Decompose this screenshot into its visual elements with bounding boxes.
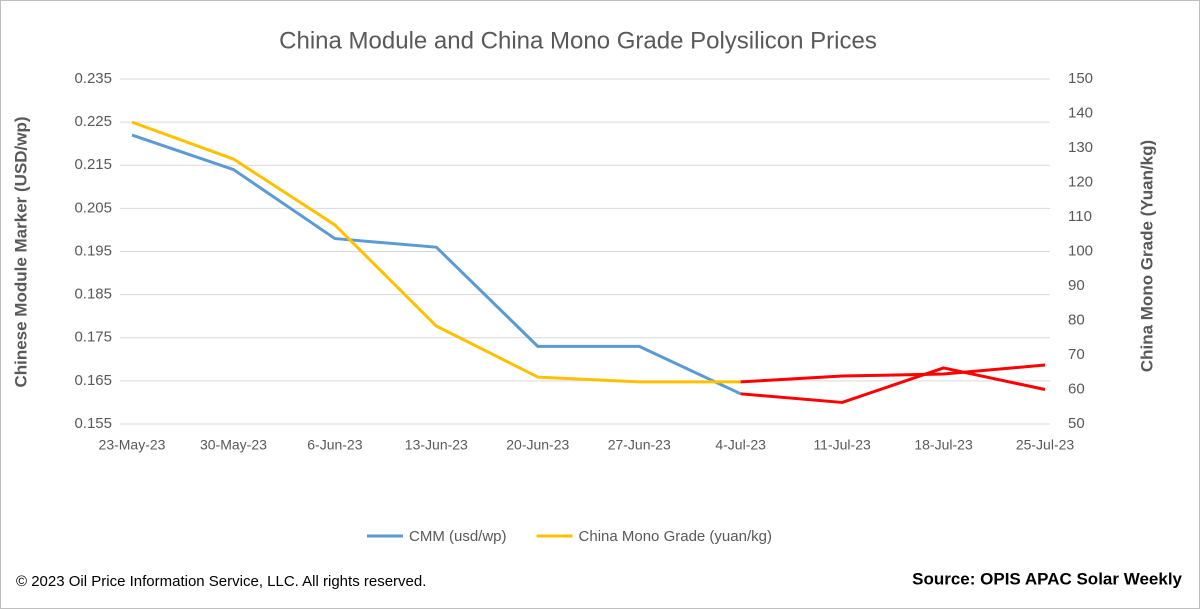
copyright: © 2023 Oil Price Information Service, LL… xyxy=(16,573,426,590)
series-line xyxy=(131,133,742,396)
y2-tick-label: 130 xyxy=(1068,139,1093,156)
x-tick-label: 4-Jul-23 xyxy=(715,437,766,453)
y2-tick-label: 50 xyxy=(1068,415,1085,432)
y2-tick-label: 110 xyxy=(1068,208,1092,225)
y-tick-label: 0.165 xyxy=(74,372,112,389)
y-tick-label: 0.215 xyxy=(74,156,112,173)
y-axis-label: Chinese Module Marker (USD/wp) xyxy=(11,116,30,387)
series-line xyxy=(740,366,1046,404)
y-tick-label: 0.185 xyxy=(74,286,112,303)
y2-tick-label: 90 xyxy=(1068,277,1085,294)
series-line xyxy=(131,120,741,384)
y2-tick-label: 120 xyxy=(1068,173,1093,190)
x-tick-label: 6-Jun-23 xyxy=(307,437,362,453)
legend-label: CMM (usd/wp) xyxy=(409,528,507,545)
y2-tick-label: 60 xyxy=(1068,380,1085,397)
source: Source: OPIS APAC Solar Weekly xyxy=(912,569,1182,588)
y-tick-label: 0.175 xyxy=(74,329,112,346)
y-tick-label: 0.205 xyxy=(74,199,112,216)
legend-label: China Mono Grade (yuan/kg) xyxy=(579,528,772,545)
y2-axis-label: China Mono Grade (Yuan/kg) xyxy=(1137,140,1156,372)
y-tick-label: 0.195 xyxy=(74,242,112,259)
x-tick-label: 23-May-23 xyxy=(99,437,166,453)
y2-tick-label: 100 xyxy=(1068,242,1093,259)
y2-tick-label: 80 xyxy=(1068,311,1085,328)
x-tick-label: 18-Jul-23 xyxy=(914,437,973,453)
y-tick-label: 0.155 xyxy=(74,415,112,432)
y2-tick-label: 140 xyxy=(1068,104,1093,121)
y-tick-label: 0.225 xyxy=(74,113,112,130)
x-tick-label: 30-May-23 xyxy=(200,437,267,453)
x-tick-label: 13-Jun-23 xyxy=(405,437,468,453)
x-tick-label: 11-Jul-23 xyxy=(813,437,871,453)
y-tick-label: 0.235 xyxy=(74,70,112,87)
series-line xyxy=(740,363,1046,384)
chart-title: China Module and China Mono Grade Polysi… xyxy=(279,27,877,54)
y2-tick-label: 150 xyxy=(1068,70,1093,87)
x-tick-label: 20-Jun-23 xyxy=(506,437,569,453)
x-tick-label: 27-Jun-23 xyxy=(608,437,671,453)
y2-tick-label: 70 xyxy=(1068,346,1085,363)
x-tick-label: 25-Jul-23 xyxy=(1016,437,1075,453)
